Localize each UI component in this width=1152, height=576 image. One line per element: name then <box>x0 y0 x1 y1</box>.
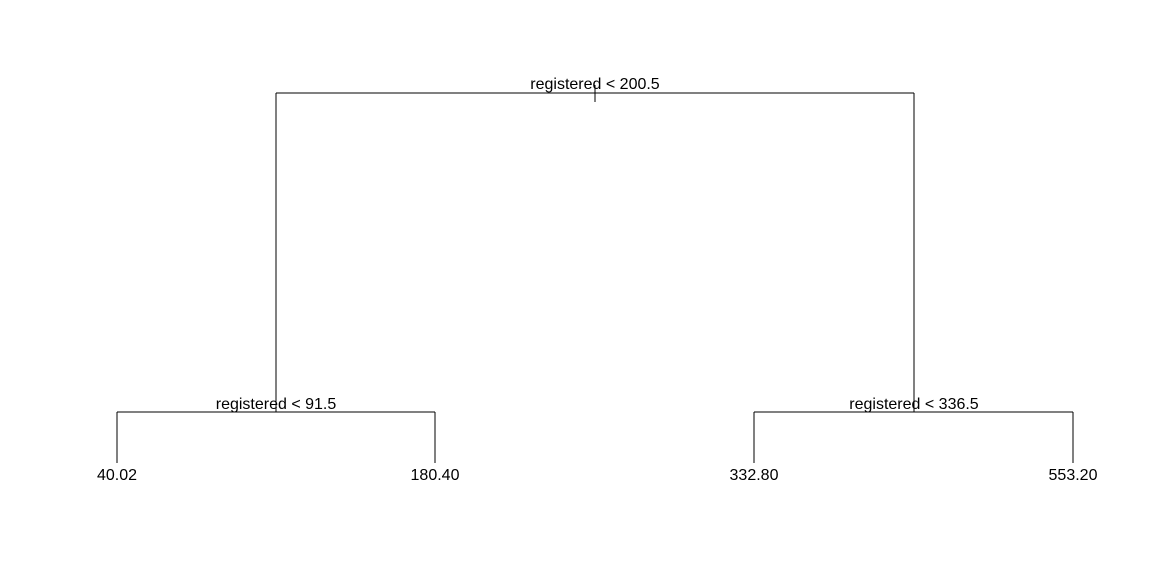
leaf-label-right-right: 553.20 <box>1049 467 1098 484</box>
left-split-label: registered < 91.5 <box>216 396 337 413</box>
right-split-label: registered < 336.5 <box>849 396 979 413</box>
leaf-label-left-left: 40.02 <box>97 467 137 484</box>
root-split-label: registered < 200.5 <box>530 76 660 93</box>
leaf-label-left-right: 180.40 <box>411 467 460 484</box>
leaf-label-right-left: 332.80 <box>730 467 779 484</box>
